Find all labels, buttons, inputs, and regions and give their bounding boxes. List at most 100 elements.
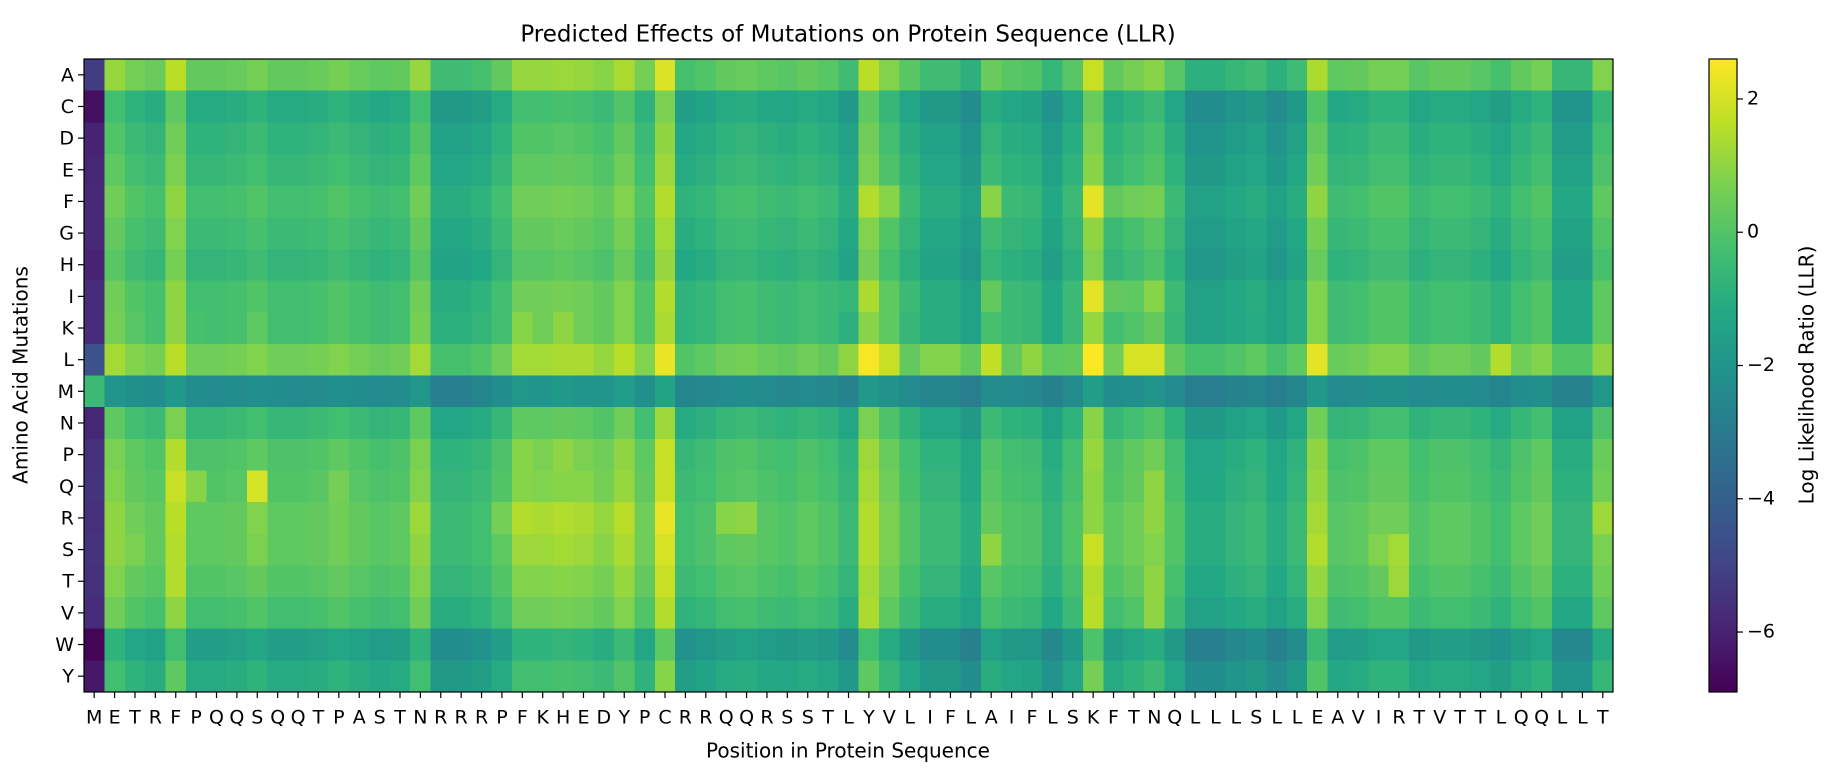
- heatmap-cell: [1429, 312, 1451, 345]
- y-tick-label: V: [61, 602, 74, 624]
- heatmap-cell: [1307, 597, 1329, 630]
- heatmap-cell: [206, 217, 228, 250]
- heatmap-cell: [1021, 407, 1043, 440]
- heatmap-cell: [1123, 502, 1145, 535]
- heatmap-cell: [1327, 502, 1349, 535]
- heatmap-cell: [1449, 312, 1471, 345]
- heatmap-cell: [1225, 59, 1247, 92]
- x-tick-label: M: [86, 707, 102, 729]
- heatmap-cell: [430, 185, 452, 218]
- heatmap-cell: [267, 122, 289, 155]
- heatmap-cell: [430, 122, 452, 155]
- heatmap-cell: [756, 565, 778, 598]
- heatmap-cell: [1531, 217, 1553, 250]
- heatmap-cell: [185, 343, 207, 377]
- heatmap-cell: [104, 597, 126, 630]
- heatmap-cell: [1021, 597, 1043, 630]
- heatmap-cell: [287, 407, 309, 440]
- heatmap-cell: [654, 90, 676, 123]
- heatmap-cell: [899, 533, 921, 566]
- heatmap-cell: [777, 407, 799, 440]
- heatmap-cell: [817, 153, 839, 187]
- heatmap-cell: [1388, 375, 1410, 408]
- heatmap-cell: [1266, 628, 1288, 661]
- heatmap-cell: [919, 628, 941, 661]
- x-tick-label: T: [1413, 707, 1426, 729]
- heatmap-cell: [1592, 343, 1614, 377]
- heatmap-cell: [552, 343, 574, 377]
- heatmap-cell: [981, 407, 1002, 440]
- heatmap-cell: [410, 597, 432, 630]
- heatmap-cell: [471, 375, 493, 408]
- heatmap-cell: [389, 217, 411, 250]
- heatmap-cell: [1082, 280, 1104, 313]
- heatmap-cell: [940, 533, 962, 566]
- heatmap-cell: [1001, 122, 1023, 155]
- heatmap-cell: [1286, 343, 1308, 377]
- heatmap-cell: [1205, 312, 1227, 345]
- heatmap-cell: [206, 248, 228, 282]
- heatmap-cell: [919, 343, 941, 377]
- heatmap-cell: [471, 122, 493, 155]
- heatmap-cell: [1388, 533, 1410, 566]
- x-tick-label: R: [149, 707, 162, 729]
- heatmap-cell: [736, 565, 758, 598]
- heatmap-cell: [777, 153, 799, 187]
- heatmap-cell: [1266, 122, 1288, 155]
- heatmap-cell: [165, 153, 187, 187]
- x-tick-label: R: [455, 707, 468, 729]
- heatmap-cell: [797, 375, 819, 408]
- heatmap-cell: [756, 502, 778, 535]
- heatmap-cell: [1021, 470, 1043, 503]
- heatmap-cell: [1144, 248, 1166, 282]
- heatmap-cell: [410, 248, 432, 282]
- heatmap-cell: [1062, 533, 1084, 566]
- heatmap-cell: [1470, 565, 1492, 598]
- heatmap-cell: [1123, 59, 1145, 92]
- heatmap-cell: [1164, 343, 1186, 377]
- heatmap-cell: [369, 153, 391, 187]
- heatmap-cell: [1286, 565, 1308, 598]
- heatmap-cell: [1307, 280, 1329, 313]
- heatmap-cell: [817, 185, 839, 218]
- heatmap-cell: [308, 185, 330, 218]
- heatmap-cell: [1307, 375, 1329, 408]
- heatmap-cell: [756, 248, 778, 282]
- heatmap-cell: [1449, 628, 1471, 661]
- heatmap-cell: [1164, 407, 1186, 440]
- heatmap-cell: [532, 470, 554, 503]
- heatmap-cell: [940, 438, 962, 472]
- heatmap-cell: [715, 597, 737, 630]
- x-tick-label: L: [1231, 707, 1242, 729]
- heatmap-cell: [287, 122, 309, 155]
- heatmap-cell: [675, 470, 697, 503]
- heatmap-cell: [1062, 628, 1084, 661]
- heatmap-cell: [369, 502, 391, 535]
- heatmap-cell: [879, 597, 901, 630]
- heatmap-cell: [450, 502, 472, 535]
- heatmap-cell: [1042, 248, 1064, 282]
- heatmap-cell: [1103, 59, 1125, 92]
- x-tick-label: L: [1047, 707, 1058, 729]
- heatmap-cell: [430, 217, 452, 250]
- heatmap-cell: [124, 565, 146, 598]
- heatmap-cell: [1470, 597, 1492, 630]
- heatmap-cell: [1001, 59, 1023, 92]
- heatmap-cell: [104, 628, 126, 661]
- heatmap-cell: [1062, 597, 1084, 630]
- heatmap-cell: [1347, 312, 1369, 345]
- heatmap-cell: [1082, 660, 1104, 693]
- heatmap-cell: [267, 59, 289, 92]
- heatmap-cell: [1409, 660, 1431, 693]
- heatmap-cell: [940, 122, 962, 155]
- x-tick-label: L: [1292, 707, 1303, 729]
- heatmap-cell: [1307, 502, 1329, 535]
- x-tick-label: A: [353, 707, 366, 729]
- heatmap-cell: [715, 407, 737, 440]
- heatmap-cell: [247, 407, 269, 440]
- heatmap-cell: [104, 660, 126, 693]
- heatmap-cell: [1246, 660, 1268, 693]
- heatmap-cell: [1531, 375, 1553, 408]
- heatmap-cell: [84, 312, 105, 345]
- heatmap-cell: [1449, 597, 1471, 630]
